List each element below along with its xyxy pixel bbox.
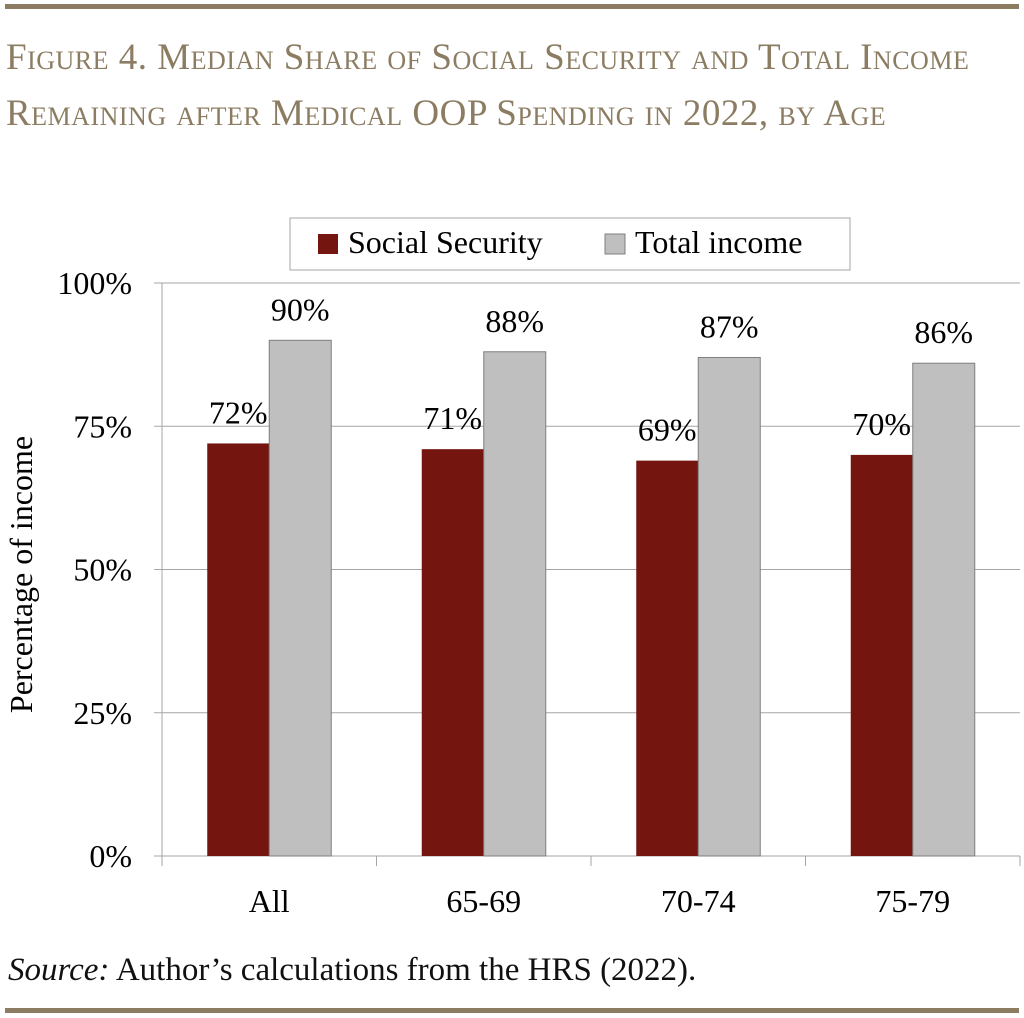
bar-social-security <box>850 454 913 856</box>
y-axis-label: Percentage of income <box>3 436 39 713</box>
source-label: Source: <box>8 952 110 988</box>
data-label: 69% <box>638 412 697 448</box>
y-tick-label: 25% <box>73 695 132 731</box>
source-note: Source: Author’s calculations from the H… <box>8 952 696 989</box>
legend-swatch-social-security <box>318 234 338 254</box>
chart-title: Figure 4. Median Share of Social Securit… <box>6 37 970 134</box>
bar-total-income <box>483 351 547 857</box>
data-label: 88% <box>485 303 544 339</box>
data-label: 70% <box>852 406 911 442</box>
bar-social-security <box>207 443 270 856</box>
legend-swatch-total-income <box>604 233 626 255</box>
legend-label: Social Security <box>348 224 543 260</box>
bar-total-income <box>912 362 976 857</box>
data-label: 90% <box>271 291 330 327</box>
y-tick-label: 75% <box>73 408 132 444</box>
y-tick-label: 0% <box>89 838 132 874</box>
legend-label: Total income <box>635 224 802 260</box>
data-label: 87% <box>700 308 759 344</box>
bar-total-income <box>697 356 761 857</box>
source-text: Author’s calculations from the HRS (2022… <box>109 952 697 988</box>
bar-social-security <box>636 460 699 856</box>
legend-box <box>289 217 851 271</box>
y-tick-label: 100% <box>57 265 132 301</box>
bottom-rule <box>5 1008 1019 1013</box>
x-tick-label: 70-74 <box>661 883 736 919</box>
x-tick-label: 65-69 <box>446 883 521 919</box>
x-tick-label: 75-79 <box>875 883 950 919</box>
x-tick-label: All <box>249 883 290 919</box>
data-label: 71% <box>423 400 482 436</box>
bar-total-income <box>268 339 332 857</box>
data-label: 72% <box>209 394 268 430</box>
y-tick-label: 50% <box>73 552 132 588</box>
bar-social-security <box>421 449 484 856</box>
data-label: 86% <box>914 314 973 350</box>
top-rule <box>5 4 1019 9</box>
